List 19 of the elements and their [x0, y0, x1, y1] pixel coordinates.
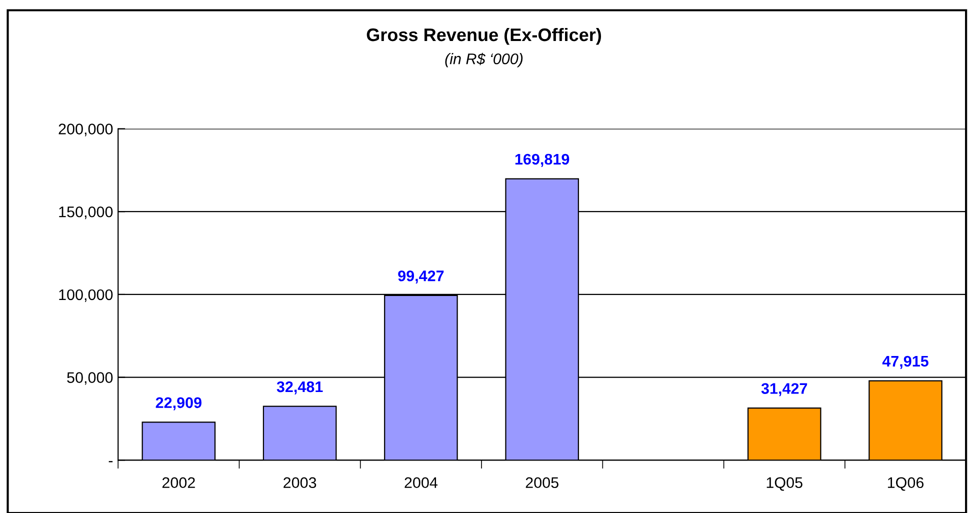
- data-label: 169,819: [515, 154, 570, 167]
- x-tick-label: 2004: [404, 477, 438, 488]
- x-tick-label: 2005: [526, 477, 558, 488]
- y-tick-label: 100,000: [59, 289, 113, 302]
- x-tick-label: 1Q05: [766, 477, 802, 491]
- x-tick-label: 2003: [284, 477, 316, 488]
- y-tick-label: 50,000: [67, 372, 113, 385]
- data-label: 22,909: [156, 397, 202, 410]
- x-tick-label: 1Q06: [888, 477, 924, 491]
- data-label: 32,481: [276, 381, 323, 394]
- x-tick-label: 2002: [162, 477, 195, 488]
- chart-subtitle: (in R$ ‘000): [445, 52, 523, 68]
- data-label: 99,427: [398, 270, 444, 284]
- chart-title: Gross Revenue (Ex-Officer): [366, 28, 602, 45]
- y-tick-label: 200,000: [58, 124, 113, 136]
- data-label: 47,915: [882, 356, 928, 369]
- y-tick-label: -: [108, 461, 113, 462]
- data-label: 31,427: [761, 383, 808, 396]
- y-tick-label: 150,000: [59, 206, 113, 220]
